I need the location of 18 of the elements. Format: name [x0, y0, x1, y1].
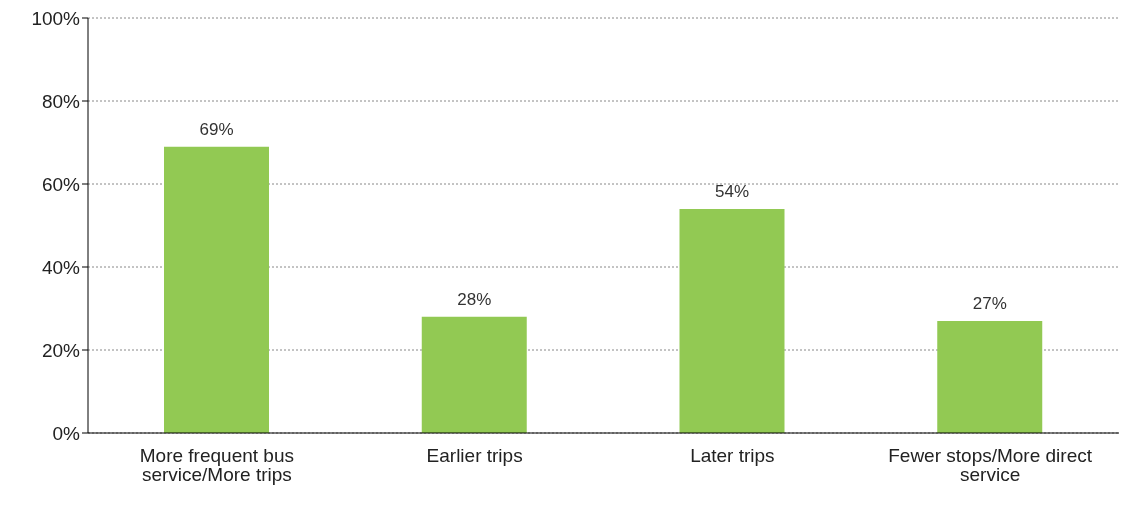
x-tick-label: Fewer stops/More direct service [888, 445, 1093, 486]
bar [421, 316, 527, 433]
y-tick-label: 80% [41, 90, 81, 112]
x-tick-label: Earlier trips [426, 445, 523, 467]
bar [164, 146, 269, 433]
bar [679, 208, 785, 433]
data-label: 27% [972, 293, 1007, 313]
data-label: 54% [714, 181, 750, 201]
data-label: 28% [457, 289, 492, 309]
y-tick-label: 20% [41, 339, 81, 361]
bar [937, 320, 1043, 433]
y-tick-label: 100% [31, 7, 81, 29]
x-tick-label: More frequent bus service/More trips [139, 445, 294, 486]
y-tick-label: 60% [41, 173, 81, 195]
data-label: 69% [199, 119, 234, 139]
y-tick-label: 40% [41, 256, 81, 278]
x-tick-label: Later trips [690, 445, 775, 467]
y-tick-label: 0% [52, 422, 81, 444]
